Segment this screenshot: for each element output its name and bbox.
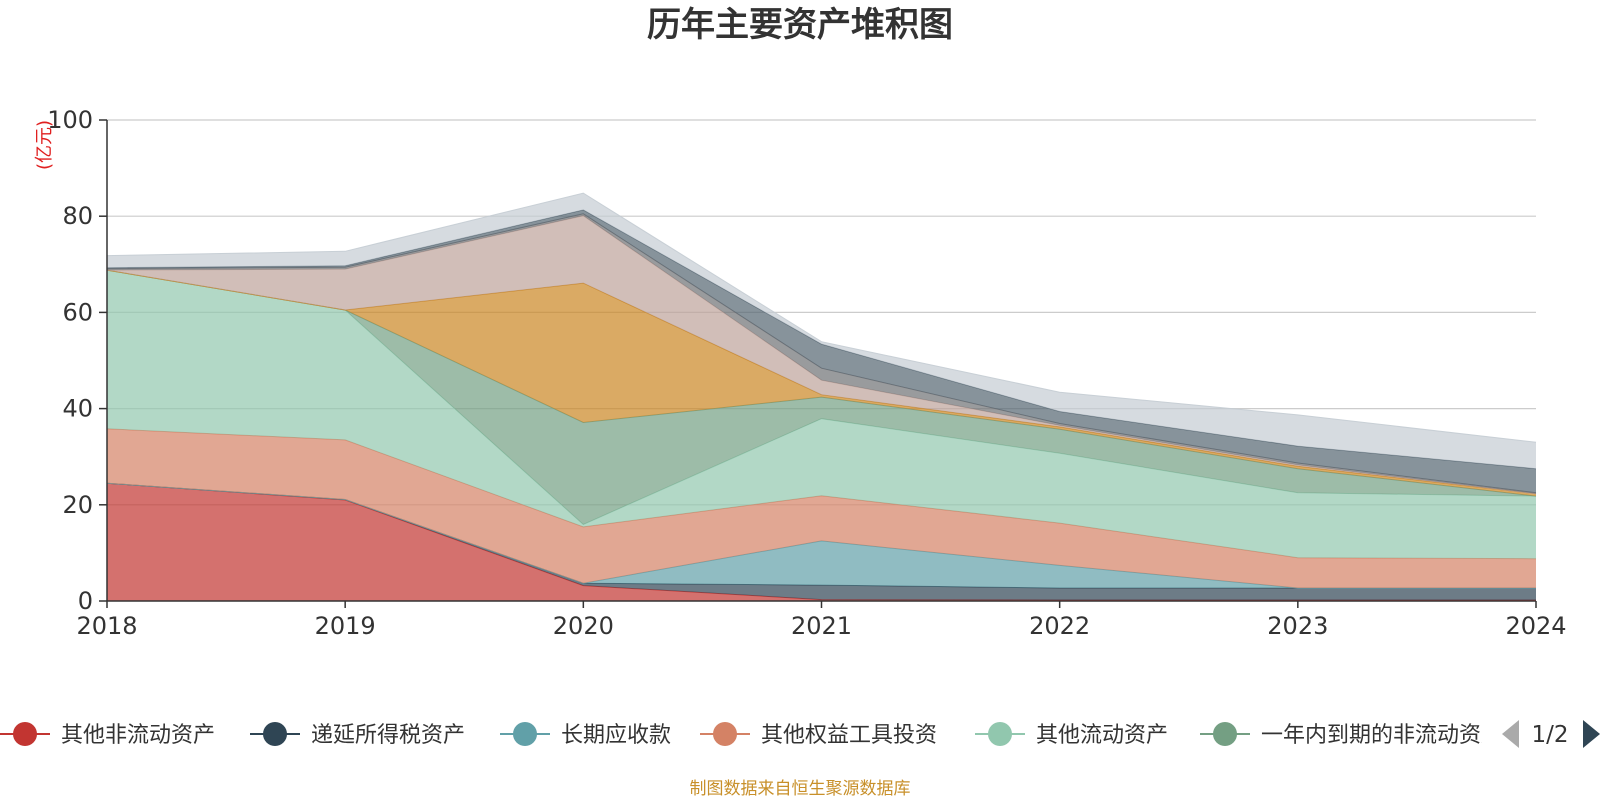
area-series-2[interactable] [107, 483, 1536, 588]
legend: 其他非流动资产 递延所得税资产 长期应收款 其他权益工具投资 其他流动资产 一年内到期的非… [0, 722, 1503, 748]
legend-pager: 1/2 [1502, 720, 1600, 748]
legend-label: 其他权益工具投资 [761, 723, 937, 748]
y-tick-label: 80 [62, 202, 93, 230]
area-series-9[interactable] [107, 209, 1536, 493]
legend-item[interactable]: 长期应收款 [500, 722, 671, 748]
legend-page-indicator: 1/2 [1531, 722, 1568, 748]
legend-item[interactable]: 其他非流动资产 [0, 722, 215, 748]
y-axis-ticks: 0 20 40 60 80 100 [47, 106, 107, 615]
stacked-areas [106, 192, 1537, 601]
area-series-7[interactable] [107, 215, 1536, 494]
chart-title: 历年主要资产堆积图 [647, 5, 953, 45]
legend-item[interactable]: 其他权益工具投资 [700, 722, 937, 748]
y-tick-label: 100 [47, 106, 93, 134]
x-tick-label: 2021 [791, 612, 852, 640]
legend-circle-icon [13, 722, 37, 746]
y-tick-label: 20 [62, 491, 93, 519]
y-tick-label: 60 [62, 298, 93, 326]
legend-label: 其他非流动资产 [61, 723, 215, 748]
x-tick-label: 2022 [1029, 612, 1090, 640]
x-tick-label: 2020 [553, 612, 614, 640]
triangle-left-icon[interactable] [1502, 720, 1519, 748]
x-tick-label: 2018 [76, 612, 137, 640]
legend-label: 递延所得税资产 [311, 723, 465, 748]
x-tick-label: 2024 [1505, 612, 1566, 640]
area-series-6[interactable] [107, 270, 1536, 497]
y-tick-label: 40 [62, 395, 93, 423]
area-series-3[interactable] [107, 428, 1536, 588]
legend-circle-icon [988, 722, 1012, 746]
legend-label: 长期应收款 [561, 723, 671, 748]
legend-circle-icon [713, 722, 737, 746]
area-series-10[interactable] [107, 193, 1536, 469]
legend-circle-icon [263, 722, 287, 746]
triangle-right-icon[interactable] [1583, 720, 1600, 748]
legend-circle-icon [513, 722, 537, 746]
area-line-10 [106, 192, 1537, 443]
legend-item[interactable]: 递延所得税资产 [250, 722, 465, 748]
y-tick-label: 0 [78, 587, 93, 615]
legend-item[interactable]: 一年内到期的非流动资产 [1200, 722, 1503, 748]
x-axis-ticks: 2018 2019 2020 2021 2022 2023 2024 [76, 601, 1567, 640]
legend-label: 其他流动资产 [1036, 723, 1168, 748]
area-series-0[interactable] [107, 483, 1536, 601]
legend-label: 一年内到期的非流动资产 [1261, 723, 1503, 748]
x-tick-label: 2019 [315, 612, 376, 640]
legend-item[interactable]: 其他流动资产 [975, 722, 1168, 748]
data-source-note: 制图数据来自恒生聚源数据库 [690, 779, 911, 799]
area-series-4[interactable] [107, 270, 1536, 559]
x-tick-label: 2023 [1267, 612, 1328, 640]
y-axis-unit: (亿元) [34, 120, 55, 170]
legend-circle-icon [1213, 722, 1237, 746]
